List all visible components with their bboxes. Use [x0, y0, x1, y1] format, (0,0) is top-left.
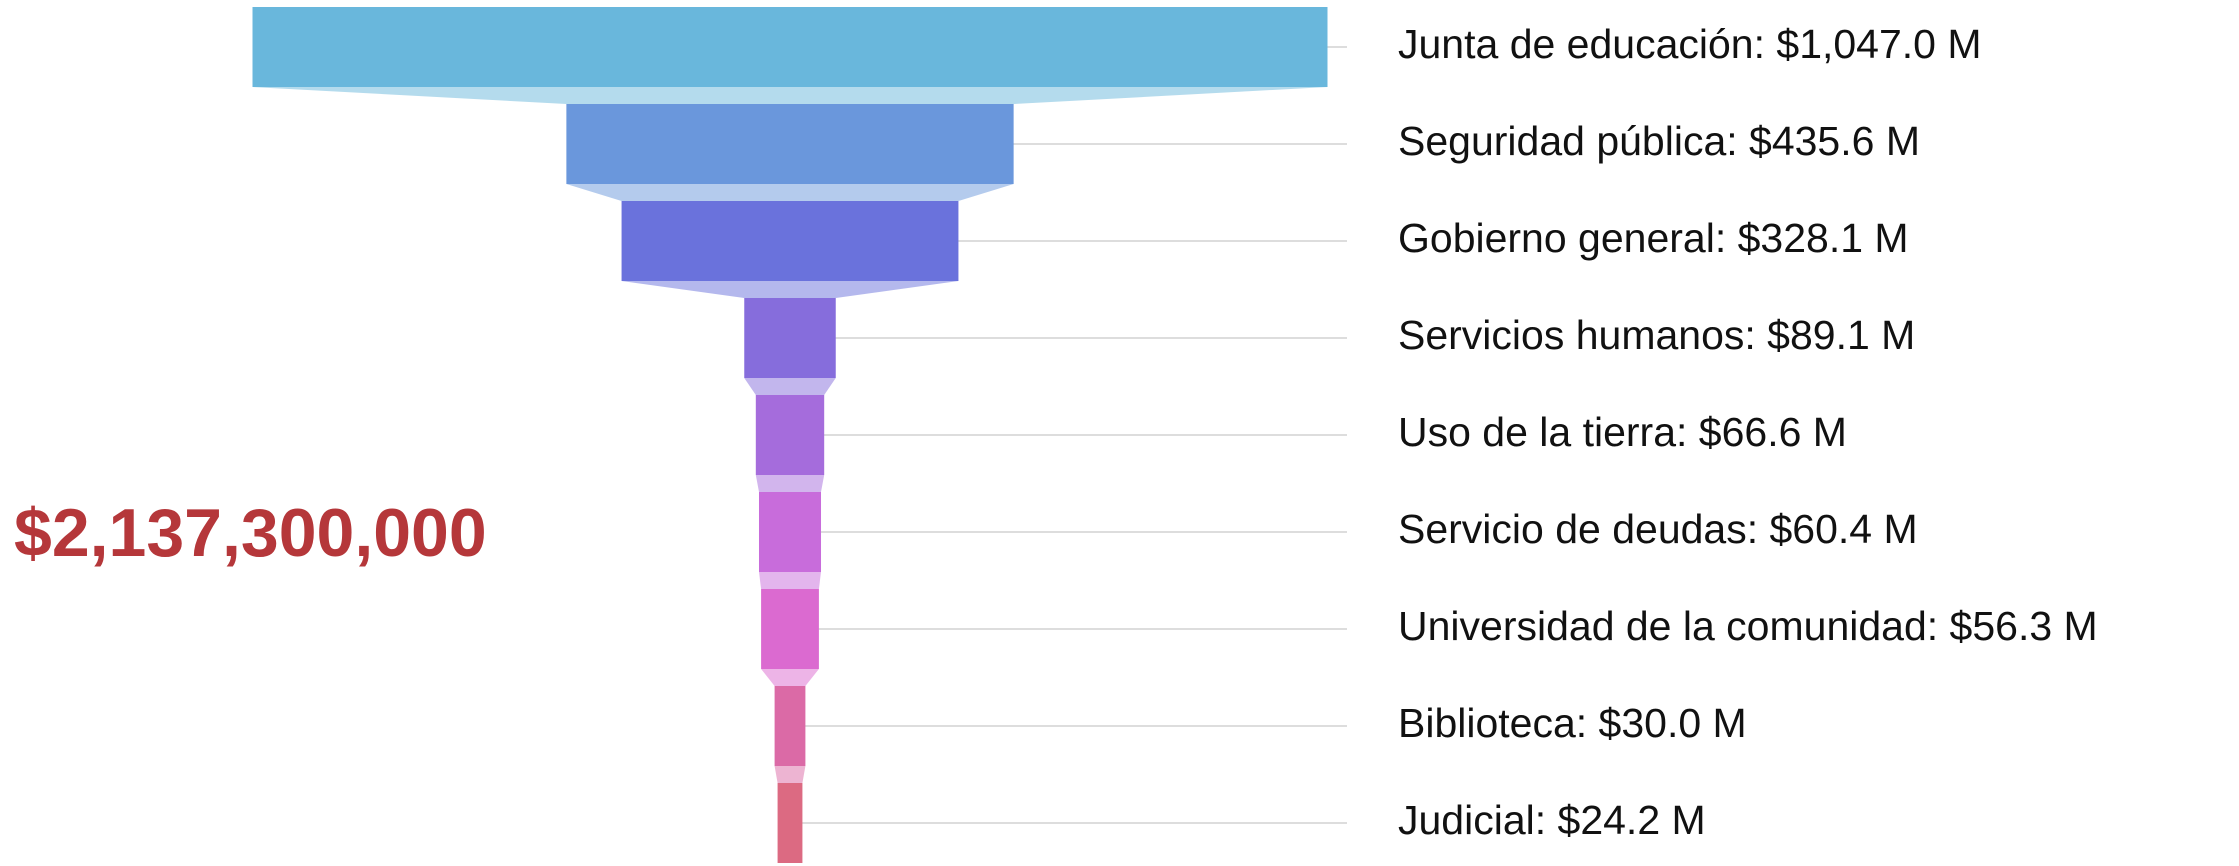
funnel-label: Seguridad pública: $435.6 M: [1398, 118, 1920, 164]
funnel-label: Uso de la tierra: $66.6 M: [1398, 409, 1847, 455]
funnel-bar: [777, 783, 803, 863]
connector: [252, 87, 1328, 104]
funnel-bar: [761, 589, 819, 669]
funnel-bar: [774, 686, 806, 766]
funnel-bar: [252, 7, 1328, 87]
connector: [566, 184, 1014, 201]
funnel-label: Judicial: $24.2 M: [1398, 797, 1706, 843]
connector: [621, 281, 959, 298]
connector: [761, 669, 819, 686]
connector: [758, 572, 822, 589]
funnel-bar: [621, 201, 959, 281]
funnel-label: Gobierno general: $328.1 M: [1398, 215, 1909, 261]
connector: [774, 766, 806, 783]
funnel-label: Junta de educación: $1,047.0 M: [1398, 21, 1982, 67]
funnel-bar: [755, 395, 825, 475]
funnel-label: Biblioteca: $30.0 M: [1398, 700, 1747, 746]
funnel-label: Servicios humanos: $89.1 M: [1398, 312, 1915, 358]
funnel-bar: [758, 492, 822, 572]
total-annotation: $2,137,300,000: [14, 495, 487, 571]
connector: [755, 475, 825, 492]
funnel-bar: [566, 104, 1014, 184]
funnel-bar: [744, 298, 836, 378]
funnel-label: Universidad de la comunidad: $56.3 M: [1398, 603, 2098, 649]
connector: [744, 378, 836, 395]
funnel-label: Servicio de deudas: $60.4 M: [1398, 506, 1918, 552]
